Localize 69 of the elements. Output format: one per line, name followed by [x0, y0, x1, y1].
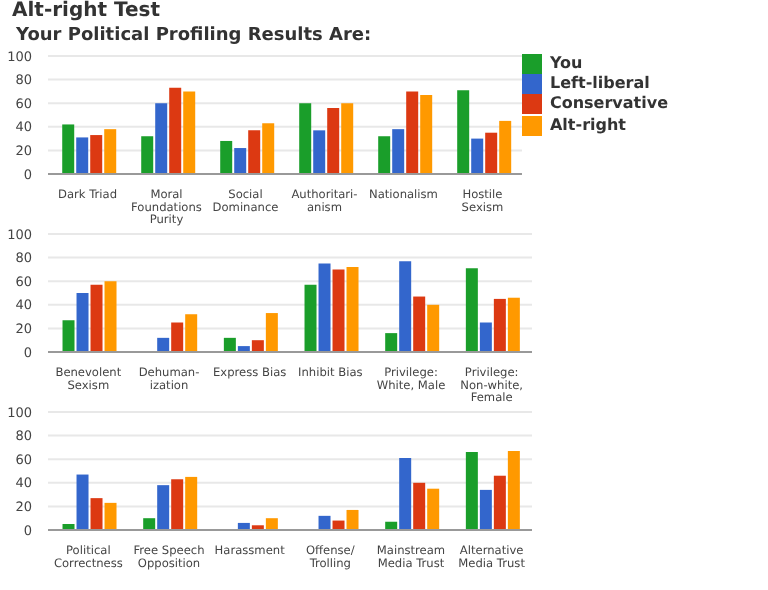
bar: [479, 489, 492, 530]
bar: [427, 488, 440, 530]
bar: [346, 267, 359, 352]
bar: [169, 87, 182, 174]
bar: [485, 132, 498, 174]
bar: [62, 124, 75, 174]
bar: [143, 518, 156, 530]
bar: [507, 297, 520, 352]
bar: [141, 136, 154, 174]
bar: [413, 296, 426, 352]
bar: [104, 281, 117, 352]
bar: [318, 515, 331, 530]
bar: [90, 498, 103, 530]
bar: [413, 482, 426, 530]
bar: [406, 91, 419, 174]
bar: [493, 298, 506, 352]
bar: [171, 322, 184, 352]
bar: [76, 293, 89, 352]
bar: [304, 284, 317, 352]
bar: [507, 450, 520, 530]
bar: [392, 129, 405, 174]
bar: [90, 135, 103, 174]
bar: [420, 94, 433, 174]
legend-label: Left-liberal: [549, 74, 650, 93]
bar: [234, 148, 247, 174]
bar: [457, 90, 470, 174]
bar: [465, 452, 478, 530]
bar: [332, 269, 345, 352]
bar: [378, 136, 391, 174]
bar: [155, 103, 168, 174]
bar: [62, 320, 75, 352]
bar: [385, 333, 398, 352]
bar: [427, 304, 440, 352]
bar: [493, 475, 506, 530]
bar: [262, 123, 275, 174]
bar: [251, 340, 264, 352]
chart-subtitle: Your Political Profiling Results Are:: [14, 24, 374, 50]
legend-label: You: [549, 54, 583, 73]
bar: [265, 518, 278, 530]
bar: [499, 120, 512, 174]
bar: [248, 130, 261, 174]
legend-label: Conservative: [549, 95, 668, 114]
bar: [399, 261, 412, 352]
bar: [185, 476, 198, 530]
bar: [346, 509, 359, 530]
bar: [471, 138, 484, 174]
bar: [157, 337, 170, 352]
bar: [185, 314, 198, 352]
bar: [341, 103, 354, 174]
bar: [318, 263, 331, 352]
bar: [183, 91, 196, 174]
bar: [327, 107, 340, 174]
bar: [479, 322, 492, 352]
bar: [399, 458, 412, 530]
bar: [104, 502, 117, 530]
bar: [220, 140, 233, 174]
legend-label: Alt-right: [549, 115, 626, 134]
bar: [313, 130, 326, 174]
bar: [76, 137, 89, 174]
bar: [299, 103, 312, 174]
bar: [171, 479, 184, 530]
bar: [223, 337, 236, 352]
bar: [104, 129, 117, 174]
bar: [90, 284, 103, 352]
bar: [76, 474, 89, 530]
chart-title: Alt-right Test: [10, 0, 163, 24]
bar: [265, 313, 278, 352]
bar: [157, 485, 170, 530]
bar: [465, 268, 478, 352]
